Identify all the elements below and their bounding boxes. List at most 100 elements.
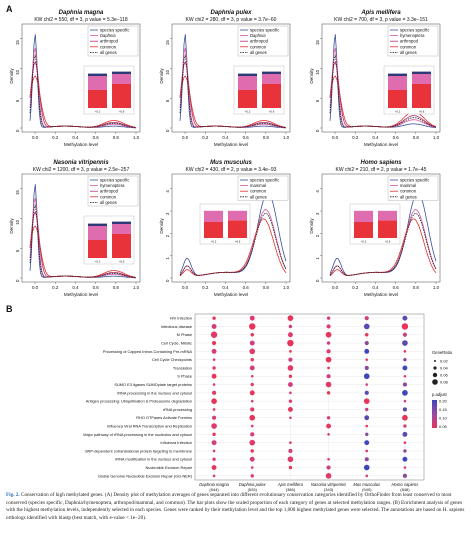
legend-label: mammal [400,183,416,188]
x-category-label: Homo sapiens [392,482,420,487]
enrichment-dot [326,416,331,420]
x-axis-label: Methylation level [214,292,248,297]
y-category-label: M Phase [177,332,192,337]
y-category-label: rRNA processing [163,407,192,412]
color-legend-label: 0.05 [439,424,448,429]
legend-label: all genes [250,194,267,199]
x-tick-label: 0.8 [263,285,270,290]
legend-label: common [100,194,117,199]
inset-bar-segment [354,222,373,238]
enrichment-dot [249,439,256,446]
enrichment-dot [364,390,369,395]
legend-label: common [400,189,417,194]
x-tick-label: 0.6 [93,135,100,140]
x-tick-label: 1.0 [133,135,140,140]
x-tick-label: 0.4 [372,285,379,290]
x-tick-label: 0.6 [393,135,400,140]
enrichment-dot [211,423,217,429]
enrichment-dot [327,433,330,436]
y-tick-label: 0 [315,129,320,132]
inset-bar-segment [112,74,131,84]
enrichment-dot [249,315,255,321]
enrichment-dot [365,474,369,478]
x-tick-label: 0.6 [243,135,250,140]
y-tick-label: 3 [165,212,170,215]
color-legend-label: 0.20 [439,399,448,404]
enrichment-dot [403,424,407,428]
inset-bar-segment [412,71,431,74]
inset-bar-segment [388,73,407,76]
enrichment-dot [212,457,216,461]
enrichment-dot [289,350,292,353]
inset-bar-segment [228,210,247,221]
enrichment-dot [287,339,294,347]
plot-frame [21,173,141,283]
chart-subtitle: KW chi2 = 550, df = 3, p value = 5.3e−11… [34,17,128,23]
color-legend-label: 0.10 [439,416,448,421]
x-tick-label: 0.0 [32,135,39,140]
inset-bar-segment [112,234,131,258]
enrichment-dot [210,331,218,338]
x-tick-label: 0.6 [393,285,400,290]
chart-title: Mus musculus [210,160,252,166]
x-category-label: Mus musculus [353,482,381,487]
enrichment-dot [250,374,254,378]
enrichment-dot [365,383,369,386]
inset-bar-segment [204,210,223,222]
x-tick-label: 0.8 [413,285,420,290]
x-tick-label: 0.0 [332,135,339,140]
enrichment-dot [365,333,369,337]
panel-b-enrichment-dotplot: Daphnia magna(544) Daphnia pulex(526) Apis… [83,313,453,492]
x-tick-label: 0.6 [93,285,100,290]
inset-bar-label: <0.2 [95,260,101,264]
inset-bar-segment [112,84,131,108]
legend-label: common [400,44,417,49]
enrichment-dot [249,348,256,355]
inset-bar-segment [112,71,131,74]
y-axis-label: Density [309,218,314,234]
enrichment-dot [403,466,407,469]
enrichment-dot [212,408,216,411]
legend-label: Daphnia [250,33,266,38]
x-category-count: (526) [248,487,258,492]
chart-title: Nasonia vitripennis [53,160,109,166]
inset-bar-label: <0.2 [211,240,217,244]
legend-label: species specific [250,28,279,33]
chart-subtitle: KW chi2 = 1200, df = 3, p value = 2.5e−2… [33,167,130,173]
inset-bar-segment [88,240,107,258]
chart-title: Apis mellifera [360,10,401,16]
x-tick-label: 0.4 [222,135,229,140]
enrichment-dot [212,316,216,320]
y-tick-label: 0 [165,279,170,282]
legend-label: arthropod [400,39,419,44]
x-tick-label: 0.2 [52,285,59,290]
enrichment-dot [249,340,255,346]
caption-text: Conservation of high methylated genes. (… [6,492,465,521]
enrichment-dot [402,365,408,371]
legend-label: species specific [400,28,429,33]
x-category-label: Nasonia vitripennis [311,482,347,487]
legend-label: all genes [100,200,117,205]
enrichment-dot [250,474,254,478]
x-category-count: (544) [209,487,219,492]
y-category-label: Cell Cycle Checkpoints [152,357,192,362]
figure-caption: Fig. 2. Conservation of high methylated … [6,492,466,522]
y-tick-label: 15 [315,40,320,45]
y-axis-label: Density [159,68,164,84]
enrichment-dot [288,357,293,362]
panel-b-label: B [6,304,13,314]
color-legend-bar [432,400,437,428]
enrichment-dot [363,464,370,471]
enrichment-dot [212,415,217,420]
y-tick-label: 2 [165,234,170,237]
enrichment-dot [211,440,217,446]
plot-frame [171,23,291,133]
enrichment-dot [289,441,292,444]
y-category-label: Antigen processing: Ubiquitination & Pro… [86,399,192,404]
y-axis-label: Density [309,68,314,84]
enrichment-dot [211,323,217,329]
x-tick-label: 1.0 [433,285,440,290]
inset-bar-label: <0.2 [395,110,401,114]
